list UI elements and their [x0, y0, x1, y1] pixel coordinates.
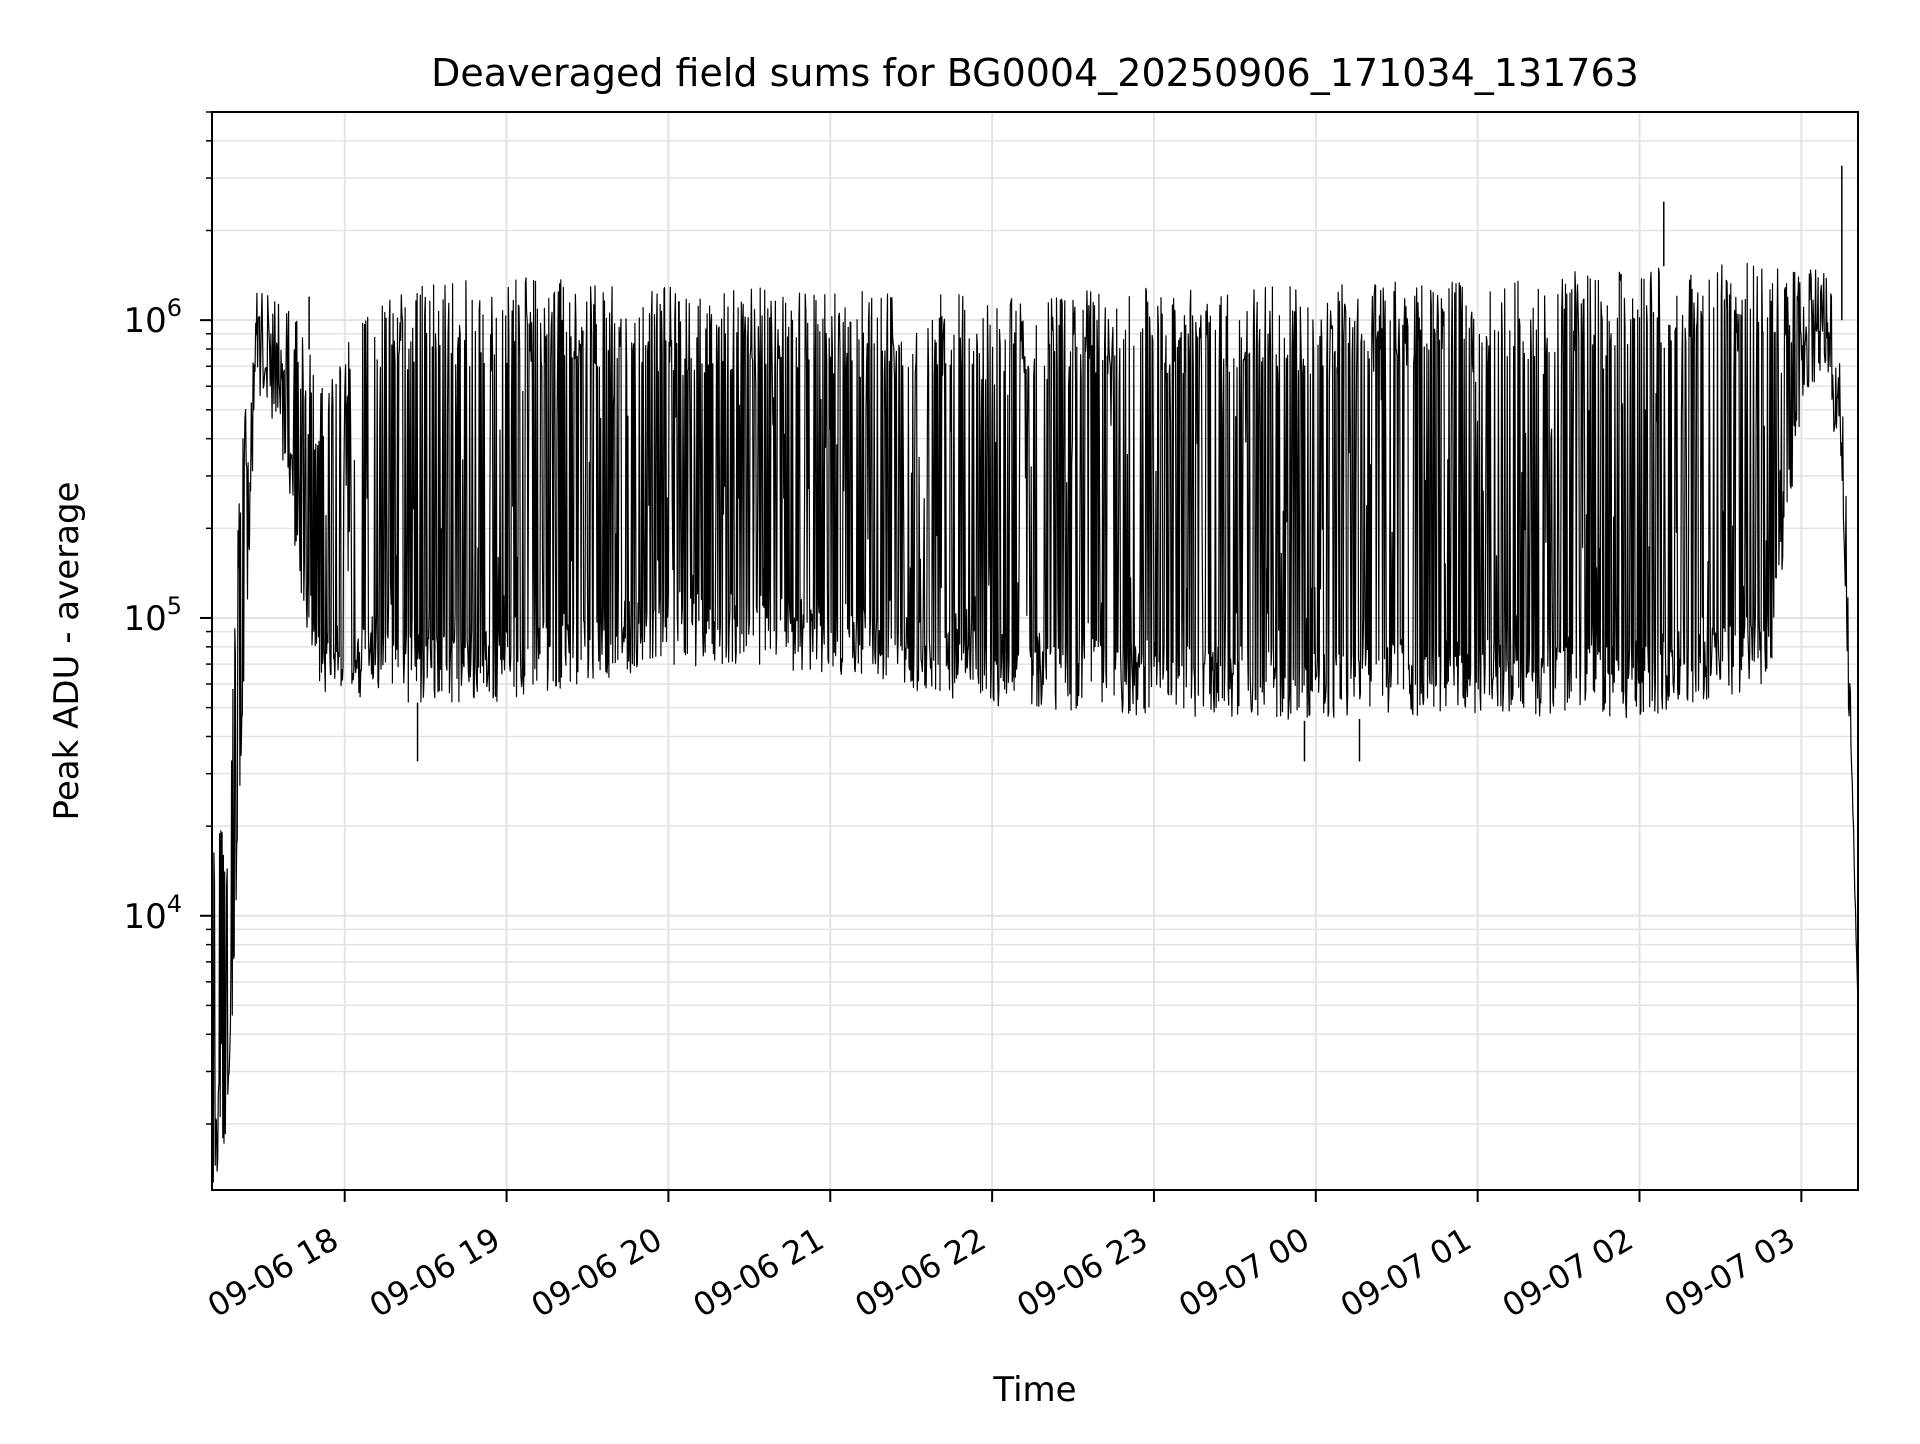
y-tick-exponent: 5	[167, 592, 182, 620]
y-tick-exponent: 4	[167, 890, 182, 918]
y-tick-exponent: 6	[167, 294, 182, 322]
y-axis-label: Peak ADU - average	[47, 482, 87, 821]
x-axis-label: Time	[992, 1370, 1076, 1410]
data-series	[211, 165, 1859, 1183]
series-line	[211, 262, 1859, 1183]
chart-title: Deaveraged field sums for BG0004_2025090…	[431, 51, 1639, 95]
plot-frame	[211, 111, 1859, 1191]
